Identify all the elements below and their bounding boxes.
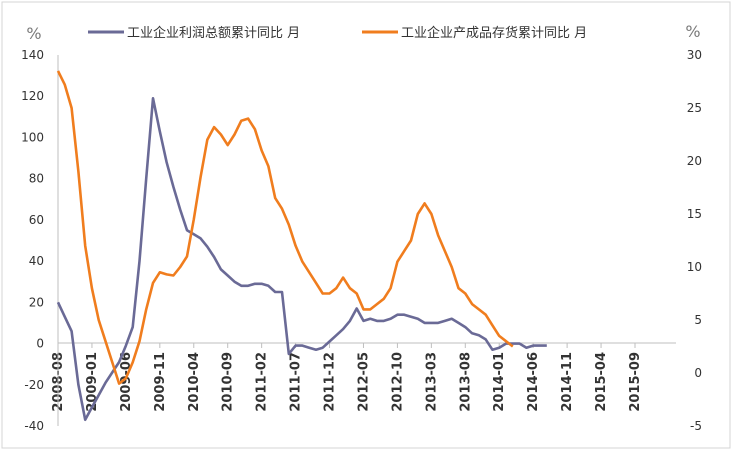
- x-tick-label: 2012-05: [356, 352, 371, 412]
- y-left-tick-label: 40: [29, 254, 44, 268]
- y-left-tick-label: 80: [29, 172, 44, 186]
- x-tick-label: 2015-09: [628, 352, 643, 412]
- y-left-tick-label: 60: [29, 213, 44, 227]
- x-tick-label: 2009-01: [85, 352, 100, 412]
- x-tick-label: 2015-04: [594, 352, 609, 412]
- series-line-profit: [56, 97, 547, 422]
- y-right-tick-label: 15: [687, 207, 702, 221]
- y-right-tick-label: 20: [687, 154, 702, 168]
- left-axis: -40 -20 0 20 40 60 80 100 120 140: [21, 48, 44, 433]
- series-line-inventory: [56, 70, 514, 385]
- legend: 工业企业利润总额累计同比 月 工业企业产成品存货累计同比 月: [88, 25, 587, 41]
- y-right-tick-label: 5: [694, 313, 702, 327]
- y-left-tick-label: 20: [29, 295, 44, 309]
- x-tick-label: 2009-11: [153, 352, 168, 412]
- y-left-tick-label: 0: [36, 337, 44, 351]
- y-right-tick-label: 25: [687, 101, 702, 115]
- y-right-tick-label: 0: [694, 366, 702, 380]
- y-left-tick-label: 100: [21, 130, 44, 144]
- right-axis: -5 0 5 10 15 20 25 30: [687, 48, 702, 433]
- x-tick-label: 2010-09: [221, 352, 236, 412]
- x-tick-label: 2011-12: [323, 352, 338, 412]
- y-left-tick-label: 120: [21, 89, 44, 103]
- x-tick-label: 2012-10: [390, 352, 405, 412]
- series-group: [56, 70, 547, 422]
- x-tick-label: 2014-11: [560, 352, 575, 412]
- y-left-tick-label: -20: [24, 378, 44, 392]
- x-tick-label: 2014-01: [492, 352, 507, 412]
- x-tick-label: 2011-07: [289, 352, 304, 412]
- left-unit-label: %: [26, 24, 41, 43]
- y-right-tick-label: 10: [687, 260, 702, 274]
- x-tick-label: 2011-02: [255, 352, 270, 412]
- x-tick-label: 2013-03: [424, 352, 439, 412]
- y-right-tick-label: -5: [690, 419, 702, 433]
- y-left-tick-label: -40: [24, 419, 44, 433]
- legend-label-profit: 工业企业利润总额累计同比 月: [127, 25, 300, 41]
- y-left-tick-label: 140: [21, 48, 44, 62]
- right-unit-label: %: [685, 22, 700, 41]
- legend-label-inventory: 工业企业产成品存货累计同比 月: [401, 25, 587, 41]
- x-tick-label: 2014-06: [526, 352, 541, 412]
- x-tick-label: 2013-08: [458, 352, 473, 412]
- x-tick-label: 2010-04: [187, 352, 202, 412]
- y-right-tick-label: 30: [687, 48, 702, 62]
